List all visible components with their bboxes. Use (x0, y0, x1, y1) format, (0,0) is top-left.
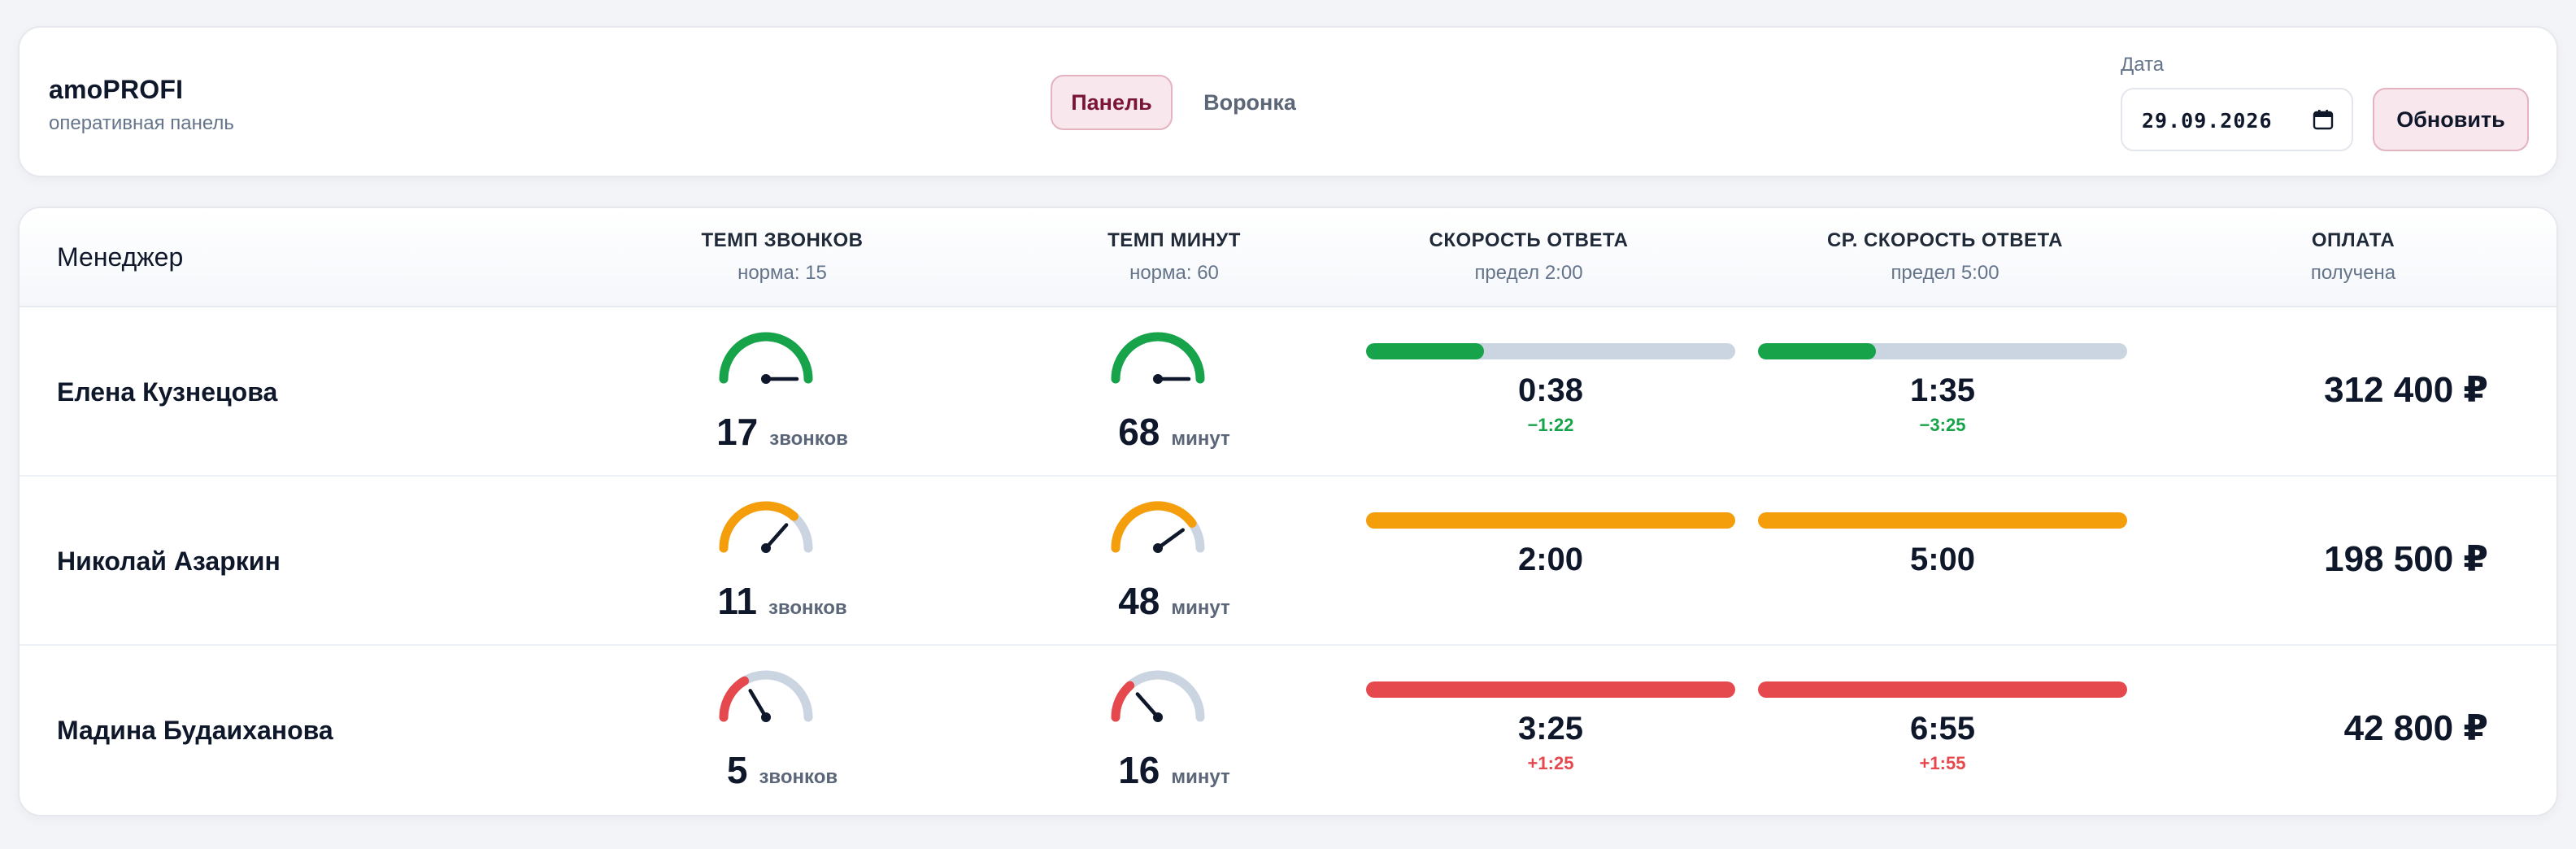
calls-metric: 11 звонков (660, 579, 904, 623)
response-bar (1366, 512, 1735, 529)
calls-value: 17 (716, 411, 759, 453)
app-subtitle: оперативная панель (49, 112, 234, 134)
column-calls-title: ТЕМП ЗВОНКОВ (701, 229, 864, 251)
managers-table: Менеджер ТЕМП ЗВОНКОВ норма: 15 ТЕМП МИН… (18, 207, 2558, 816)
column-response-title: СКОРОСТЬ ОТВЕТА (1429, 229, 1629, 251)
avg-response-bar-fill (1758, 512, 2127, 529)
avg-response-delta: −3:25 (1919, 415, 1966, 435)
column-response: СКОРОСТЬ ОТВЕТА предел 2:00 (1366, 229, 1691, 285)
column-payment-sub: получена (2310, 262, 2396, 284)
column-response-limit: предел 2:00 (1474, 262, 1583, 284)
minutes-gauge (1107, 329, 1208, 385)
minutes-value: 48 (1118, 580, 1160, 622)
payment-amount: 42 800 ₽ (2343, 708, 2488, 748)
minutes-metric: 16 минут (1052, 748, 1296, 792)
response-delta: −1:22 (1527, 415, 1574, 435)
calls-metric: 17 звонков (660, 410, 904, 454)
app-title: amoPROFI (49, 75, 184, 104)
column-avg-response: СР. СКОРОСТЬ ОТВЕТА предел 5:00 (1750, 229, 2140, 285)
table-row[interactable]: Елена Кузнецова 17 звонков 68 минут 0:38 −… (20, 307, 2556, 477)
minutes-unit: минут (1171, 766, 1230, 788)
manager-name: Николай Азаркин (57, 546, 281, 576)
response-bar-fill (1366, 681, 1735, 698)
calls-gauge (716, 667, 816, 724)
minutes-unit: минут (1171, 428, 1230, 450)
column-calls-norm: норма: 15 (738, 262, 827, 284)
calendar-icon[interactable] (2313, 109, 2334, 130)
minutes-gauge (1107, 667, 1208, 724)
response-bar (1366, 681, 1735, 698)
date-value: 29.09.2026 (2142, 109, 2273, 133)
avg-response-delta: +1:55 (1919, 753, 1966, 773)
minutes-gauge (1107, 498, 1208, 555)
calls-unit: звонков (768, 597, 847, 619)
avg-response-value: 6:55 (1909, 711, 1976, 747)
table-header: Менеджер ТЕМП ЗВОНКОВ норма: 15 ТЕМП МИН… (20, 208, 2556, 307)
date-input[interactable]: 29.09.2026 (2121, 88, 2353, 151)
column-avg-response-title: СР. СКОРОСТЬ ОТВЕТА (1826, 229, 2064, 251)
response-bar-fill (1366, 512, 1735, 529)
response-value: 2:00 (1517, 542, 1584, 577)
refresh-button[interactable]: Обновить (2373, 88, 2529, 151)
response-value: 3:25 (1517, 711, 1584, 747)
response-delta: +1:25 (1527, 753, 1574, 773)
minutes-unit: минут (1171, 597, 1230, 619)
response-bar-fill (1366, 343, 1485, 359)
column-minutes: ТЕМП МИНУТ норма: 60 (1052, 229, 1296, 285)
calls-gauge (716, 329, 816, 385)
column-calls: ТЕМП ЗВОНКОВ норма: 15 (660, 229, 904, 285)
manager-name: Елена Кузнецова (57, 377, 278, 407)
table-row[interactable]: Николай Азаркин 11 звонков 48 минут 2:00 5… (20, 477, 2556, 646)
header-card: amoPROFI оперативная панель Панель Ворон… (18, 26, 2558, 177)
response-value: 0:38 (1517, 372, 1584, 408)
response-bar (1366, 343, 1735, 359)
calls-gauge (716, 498, 816, 555)
calls-value: 5 (726, 749, 748, 791)
calls-metric: 5 звонков (660, 748, 904, 792)
column-minutes-title: ТЕМП МИНУТ (1107, 229, 1241, 251)
column-payment: ОПЛАТА получена (2231, 229, 2475, 285)
calls-value: 11 (717, 580, 757, 622)
avg-response-bar (1758, 343, 2127, 359)
calls-unit: звонков (769, 428, 848, 450)
minutes-value: 68 (1118, 411, 1160, 453)
column-minutes-norm: норма: 60 (1129, 262, 1219, 284)
avg-response-value: 1:35 (1909, 372, 1976, 408)
manager-name: Мадина Будаиханова (57, 716, 333, 745)
minutes-metric: 48 минут (1052, 579, 1296, 623)
minutes-value: 16 (1118, 749, 1160, 791)
avg-response-bar-fill (1758, 681, 2127, 698)
column-manager: Менеджер (57, 242, 184, 272)
column-payment-title: ОПЛАТА (2311, 229, 2395, 251)
avg-response-bar-fill (1758, 343, 1877, 359)
minutes-metric: 68 минут (1052, 410, 1296, 454)
tab-panel[interactable]: Панель (1051, 75, 1173, 130)
avg-response-value: 5:00 (1909, 542, 1976, 577)
payment-amount: 198 500 ₽ (2324, 539, 2488, 579)
calls-unit: звонков (759, 766, 838, 788)
payment-amount: 312 400 ₽ (2324, 370, 2488, 410)
table-row[interactable]: Мадина Будаиханова 5 звонков 16 минут 3:25… (20, 646, 2556, 815)
date-label: Дата (2121, 54, 2165, 76)
tab-funnel[interactable]: Воронка (1203, 89, 1296, 115)
column-avg-response-limit: предел 5:00 (1891, 262, 1999, 284)
avg-response-bar (1758, 512, 2127, 529)
avg-response-bar (1758, 681, 2127, 698)
